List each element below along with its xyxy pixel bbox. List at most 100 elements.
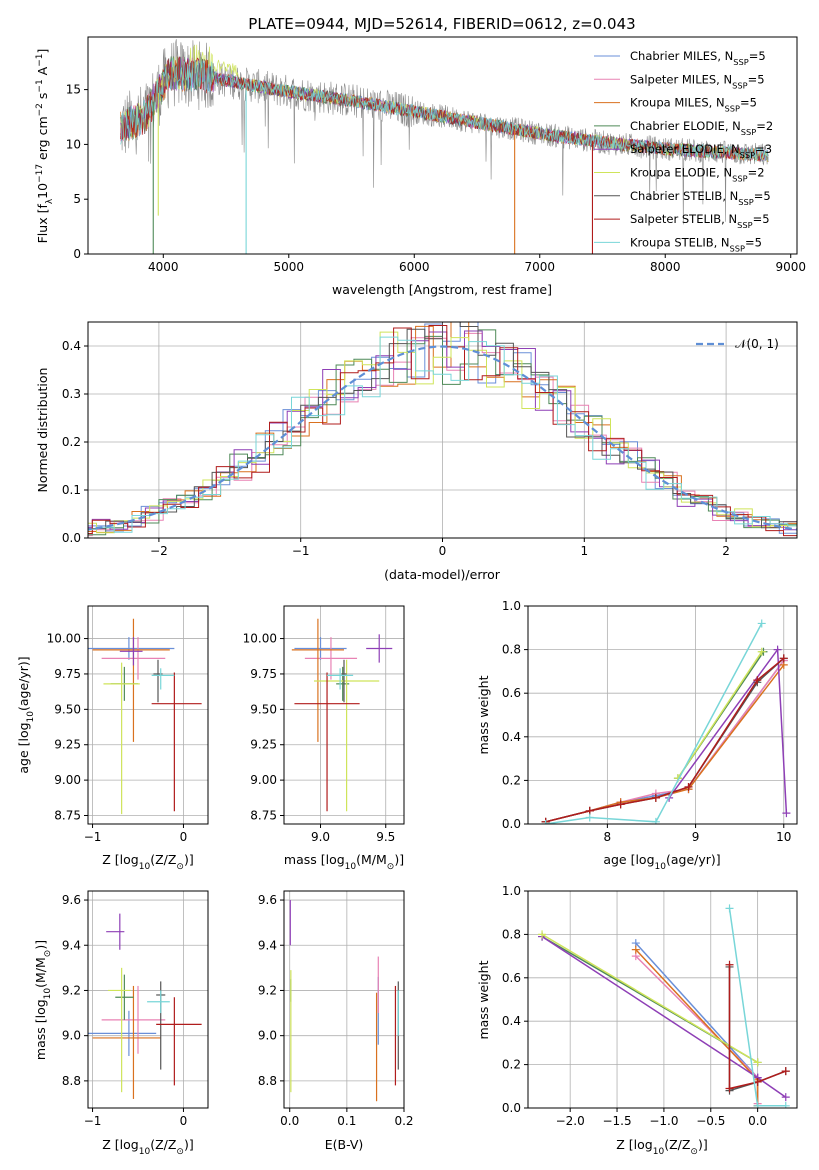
label-part: SSP <box>738 197 753 207</box>
x-tick-label: −1 <box>84 830 102 844</box>
y-tick-label: 0.6 <box>502 686 521 700</box>
label-part: =2 <box>756 119 773 133</box>
y-tick-label: 9.00 <box>250 773 277 787</box>
y-tick-label: 9.00 <box>54 773 81 787</box>
axes-border <box>527 890 798 1109</box>
label-part: )] <box>33 940 48 950</box>
y-tick-label: 0 <box>73 247 81 261</box>
label-part: Salpeter STELIB, N <box>630 212 737 226</box>
weight-marker-5 <box>538 930 547 939</box>
weight-line-0 <box>545 660 785 823</box>
x-axis-label: Z [log10(Z/Z⊙)] <box>102 1137 193 1157</box>
y-axis-label: Normed distribution <box>35 368 50 493</box>
axes-frame-spectrum: 4000 5000 6000 7000 8000 9000 0 5 10 15 wavelength… <box>35 36 806 297</box>
y-tick-label: 10 <box>66 137 81 151</box>
weight-line-6 <box>545 657 785 823</box>
axes-frame-mass_vs_Z: −1 08.89.09.29.49.6Z [log10(Z/Z⊙)]mass [l… <box>33 890 209 1157</box>
weight-marker-4 <box>773 645 782 654</box>
label-part: =5 <box>753 212 770 226</box>
x-tick-label: −1.0 <box>649 1114 678 1128</box>
legend-entry-3: Chabrier ELODIE, NSSP=2 <box>630 119 773 137</box>
y-tick-label: 10.00 <box>47 632 81 646</box>
weight-marker-8 <box>651 817 660 824</box>
legend-entry-2: Kroupa MILES, NSSP=5 <box>630 96 757 114</box>
label-part: −2 <box>35 103 45 116</box>
y-tick-label: 15 <box>66 83 81 97</box>
weight-marker-7 <box>651 793 660 802</box>
label-part: erg cm <box>35 116 50 164</box>
label-part: s <box>35 93 50 104</box>
x-tick-label: 1 <box>580 544 588 558</box>
y-tick-label: 8.8 <box>62 1074 81 1088</box>
label-part: Kroupa ELODIE, N <box>630 166 732 180</box>
y-tick-label: 0.1 <box>62 483 81 497</box>
weight-marker-7 <box>753 1077 762 1086</box>
y-tick-label: 9.4 <box>62 938 81 952</box>
weight-line-1 <box>545 660 785 823</box>
legend-entry-0: Chabrier MILES, NSSP=5 <box>630 49 766 67</box>
label-part: (M/M <box>356 852 387 867</box>
axes-border <box>527 605 798 825</box>
weight-marker-8 <box>541 820 550 824</box>
weight-marker-8 <box>753 1101 762 1108</box>
y-tick-label: 1.0 <box>502 599 521 613</box>
weight-marker-5 <box>753 1058 762 1067</box>
x-tick-label: −1.5 <box>602 1114 631 1128</box>
x-tick-label: 0 <box>180 830 188 844</box>
x-tick-label: 8000 <box>650 260 681 274</box>
x-tick-label: 5000 <box>274 260 305 274</box>
x-tick-label: −0.5 <box>696 1114 725 1128</box>
y-tick-label: 5 <box>73 192 81 206</box>
label-part: ⊙ <box>387 862 395 872</box>
x-tick-label: −2.0 <box>556 1114 585 1128</box>
label-part: mass [log <box>33 999 48 1060</box>
label-part: SSP <box>740 150 755 160</box>
legend-entry-8: Kroupa STELIB, NSSP=5 <box>630 235 762 253</box>
label-part: =2 <box>748 166 765 180</box>
label-part: =5 <box>740 96 757 110</box>
plot-area-massweight_vs_Z <box>538 904 790 1108</box>
model-spectrum-8 <box>120 57 769 163</box>
y-tick-label: 9.50 <box>250 702 277 716</box>
label-part: age [log <box>16 722 31 773</box>
x-tick-label: 10 <box>776 830 791 844</box>
label-part: Salpeter MILES, N <box>630 72 732 86</box>
residual-hist-5 <box>88 331 797 534</box>
y-tick-label: 0.4 <box>502 730 521 744</box>
label-part: =5 <box>754 189 771 203</box>
label-part: Chabrier ELODIE, N <box>630 119 741 133</box>
label-part: 10 <box>655 862 667 872</box>
y-tick-label: 9.75 <box>250 667 277 681</box>
label-part: (M/M <box>33 957 48 988</box>
label-part: )] <box>184 1137 194 1152</box>
y-axis-label: mass weight <box>476 960 491 1039</box>
weight-line-5 <box>677 651 763 779</box>
y-axis-label: mass [log10(M/M⊙)] <box>33 940 53 1060</box>
label-part: SSP <box>725 104 740 114</box>
y-tick-label: 9.4 <box>258 938 277 952</box>
label-part: 10 <box>345 862 357 872</box>
plot-area-spectrum <box>120 39 769 254</box>
x-tick-label: 0.0 <box>748 1114 767 1128</box>
label-part: =5 <box>748 72 765 86</box>
y-tick-label: 0.8 <box>502 927 521 941</box>
y-tick-label: 0.8 <box>502 643 521 657</box>
legend-entry-1: Salpeter MILES, NSSP=5 <box>630 72 765 90</box>
label-part: λ <box>45 198 55 204</box>
x-tick-label: 9.5 <box>376 830 395 844</box>
x-axis-label: age [log10(age/yr)] <box>603 852 720 872</box>
x-axis-label: mass [log10(M/M⊙)] <box>284 852 404 872</box>
x-tick-label: 0.0 <box>280 1114 299 1128</box>
chart-mass_vs_EBV: 0.0 0.1 0.2 8.8 9.0 9.2 9.4 9.6 E(B-V) <box>258 890 414 1152</box>
label-part: (Z/Z <box>150 1137 176 1152</box>
weight-marker-5 <box>757 647 766 656</box>
weight-line-8 <box>545 623 763 824</box>
weight-marker-8 <box>585 813 594 822</box>
label-part: −1 <box>35 54 45 67</box>
weight-marker-8 <box>757 619 766 628</box>
label-part: Salpeter ELODIE, N <box>630 142 740 156</box>
label-part: (Z/Z <box>664 1137 690 1152</box>
